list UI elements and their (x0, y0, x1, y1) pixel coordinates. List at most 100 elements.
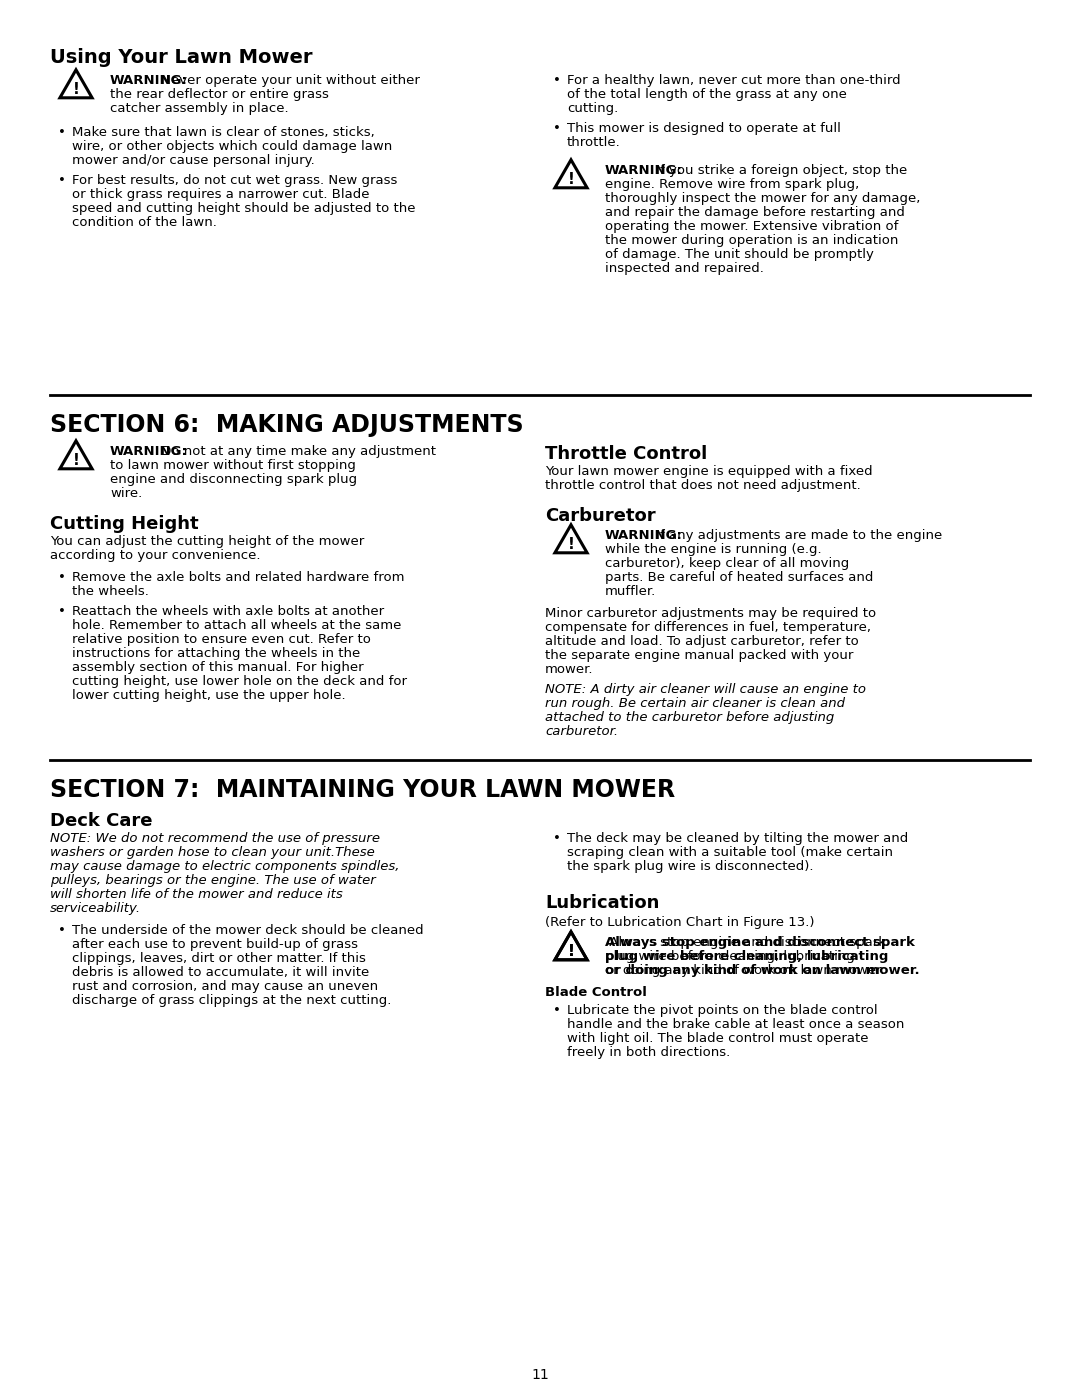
Text: will shorten life of the mower and reduce its: will shorten life of the mower and reduc… (50, 888, 342, 901)
Text: For a healthy lawn, never cut more than one-third: For a healthy lawn, never cut more than … (567, 74, 901, 87)
Text: discharge of grass clippings at the next cutting.: discharge of grass clippings at the next… (72, 995, 391, 1007)
Text: cutting.: cutting. (567, 102, 618, 115)
Text: wire.: wire. (110, 488, 143, 500)
Text: thoroughly inspect the mower for any damage,: thoroughly inspect the mower for any dam… (605, 191, 920, 205)
Text: Using Your Lawn Mower: Using Your Lawn Mower (50, 47, 312, 67)
Text: or doing any kind of work on lawn mower.: or doing any kind of work on lawn mower. (605, 964, 920, 977)
Text: debris is allowed to accumulate, it will invite: debris is allowed to accumulate, it will… (72, 965, 369, 979)
Text: the wheels.: the wheels. (72, 585, 149, 598)
Text: For best results, do not cut wet grass. New grass: For best results, do not cut wet grass. … (72, 175, 397, 187)
Text: according to your convenience.: according to your convenience. (50, 549, 260, 562)
Text: •: • (58, 126, 66, 138)
Text: Throttle Control: Throttle Control (545, 446, 707, 462)
Text: !: ! (568, 172, 575, 187)
Text: •: • (58, 605, 66, 617)
Text: •: • (553, 74, 561, 87)
Text: assembly section of this manual. For higher: assembly section of this manual. For hig… (72, 661, 364, 673)
Text: wire, or other objects which could damage lawn: wire, or other objects which could damag… (72, 140, 392, 154)
Text: !: ! (568, 536, 575, 552)
Text: scraping clean with a suitable tool (make certain: scraping clean with a suitable tool (mak… (567, 847, 893, 859)
Text: Lubrication: Lubrication (545, 894, 660, 912)
Text: WARNING:: WARNING: (110, 74, 188, 87)
Text: or doing any kind of work on lawn mower.: or doing any kind of work on lawn mower. (605, 964, 885, 977)
Text: after each use to prevent build-up of grass: after each use to prevent build-up of gr… (72, 937, 357, 951)
Text: !: ! (72, 82, 80, 96)
Text: throttle control that does not need adjustment.: throttle control that does not need adju… (545, 479, 861, 492)
Text: of the total length of the grass at any one: of the total length of the grass at any … (567, 88, 847, 101)
Text: Deck Care: Deck Care (50, 812, 152, 830)
Text: •: • (58, 571, 66, 584)
Text: The deck may be cleaned by tilting the mower and: The deck may be cleaned by tilting the m… (567, 833, 908, 845)
Text: WARNING:: WARNING: (605, 163, 683, 177)
Text: of damage. The unit should be promptly: of damage. The unit should be promptly (605, 249, 874, 261)
Text: SECTION 6:  MAKING ADJUSTMENTS: SECTION 6: MAKING ADJUSTMENTS (50, 414, 524, 437)
Text: Always stop engine and disconnect spark: Always stop engine and disconnect spark (605, 936, 886, 949)
Text: !: ! (568, 944, 575, 958)
Text: WARNING:: WARNING: (605, 529, 683, 542)
Text: or thick grass requires a narrower cut. Blade: or thick grass requires a narrower cut. … (72, 189, 369, 201)
Text: engine and disconnecting spark plug: engine and disconnecting spark plug (110, 474, 357, 486)
Text: !: ! (568, 944, 575, 958)
Text: freely in both directions.: freely in both directions. (567, 1046, 730, 1059)
Text: •: • (58, 923, 66, 937)
Text: Never operate your unit without either: Never operate your unit without either (157, 74, 420, 87)
Text: carburetor), keep clear of all moving: carburetor), keep clear of all moving (605, 557, 849, 570)
Text: WARNING:: WARNING: (110, 446, 188, 458)
Text: compensate for differences in fuel, temperature,: compensate for differences in fuel, temp… (545, 622, 870, 634)
Text: Carburetor: Carburetor (545, 507, 656, 525)
Text: run rough. Be certain air cleaner is clean and: run rough. Be certain air cleaner is cle… (545, 697, 845, 710)
Text: Reattach the wheels with axle bolts at another: Reattach the wheels with axle bolts at a… (72, 605, 384, 617)
Text: If any adjustments are made to the engine: If any adjustments are made to the engin… (652, 529, 943, 542)
Text: Minor carburetor adjustments may be required to: Minor carburetor adjustments may be requ… (545, 608, 876, 620)
Text: altitude and load. To adjust carburetor, refer to: altitude and load. To adjust carburetor,… (545, 636, 859, 648)
Text: and repair the damage before restarting and: and repair the damage before restarting … (605, 205, 905, 219)
Text: condition of the lawn.: condition of the lawn. (72, 217, 217, 229)
Text: with light oil. The blade control must operate: with light oil. The blade control must o… (567, 1032, 868, 1045)
Text: may cause damage to electric components spindles,: may cause damage to electric components … (50, 861, 400, 873)
Text: Your lawn mower engine is equipped with a fixed: Your lawn mower engine is equipped with … (545, 465, 873, 478)
Text: washers or garden hose to clean your unit.These: washers or garden hose to clean your uni… (50, 847, 375, 859)
Text: the mower during operation is an indication: the mower during operation is an indicat… (605, 235, 899, 247)
Text: !: ! (72, 453, 80, 468)
Text: Remove the axle bolts and related hardware from: Remove the axle bolts and related hardwa… (72, 571, 405, 584)
Text: Always stop engine and disconnect spark: Always stop engine and disconnect spark (605, 936, 915, 949)
Text: mower.: mower. (545, 664, 594, 676)
Text: Make sure that lawn is clear of stones, sticks,: Make sure that lawn is clear of stones, … (72, 126, 375, 138)
Text: •: • (553, 122, 561, 136)
Text: cutting height, use lower hole on the deck and for: cutting height, use lower hole on the de… (72, 675, 407, 687)
Text: 11: 11 (531, 1368, 549, 1382)
Text: attached to the carburetor before adjusting: attached to the carburetor before adjust… (545, 711, 834, 724)
Text: handle and the brake cable at least once a season: handle and the brake cable at least once… (567, 1018, 904, 1031)
Text: operating the mower. Extensive vibration of: operating the mower. Extensive vibration… (605, 219, 899, 233)
Text: mower and/or cause personal injury.: mower and/or cause personal injury. (72, 154, 314, 168)
Text: hole. Remember to attach all wheels at the same: hole. Remember to attach all wheels at t… (72, 619, 402, 631)
Text: You can adjust the cutting height of the mower: You can adjust the cutting height of the… (50, 535, 364, 548)
Text: Lubricate the pivot points on the blade control: Lubricate the pivot points on the blade … (567, 1004, 878, 1017)
Text: clippings, leaves, dirt or other matter. If this: clippings, leaves, dirt or other matter.… (72, 951, 366, 965)
Text: the rear deflector or entire grass: the rear deflector or entire grass (110, 88, 329, 101)
Text: Do not at any time make any adjustment: Do not at any time make any adjustment (157, 446, 436, 458)
Text: parts. Be careful of heated surfaces and: parts. Be careful of heated surfaces and (605, 571, 874, 584)
Text: inspected and repaired.: inspected and repaired. (605, 263, 764, 275)
Text: plug wire before cleaning, lubricating: plug wire before cleaning, lubricating (605, 950, 889, 963)
Text: instructions for attaching the wheels in the: instructions for attaching the wheels in… (72, 647, 361, 659)
Text: NOTE: A dirty air cleaner will cause an engine to: NOTE: A dirty air cleaner will cause an … (545, 683, 866, 696)
Text: speed and cutting height should be adjusted to the: speed and cutting height should be adjus… (72, 203, 416, 215)
Text: (Refer to Lubrication Chart in Figure 13.): (Refer to Lubrication Chart in Figure 13… (545, 916, 814, 929)
Text: relative position to ensure even cut. Refer to: relative position to ensure even cut. Re… (72, 633, 370, 645)
Text: NOTE: We do not recommend the use of pressure: NOTE: We do not recommend the use of pre… (50, 833, 380, 845)
Text: while the engine is running (e.g.: while the engine is running (e.g. (605, 543, 822, 556)
Text: engine. Remove wire from spark plug,: engine. Remove wire from spark plug, (605, 177, 860, 191)
Text: pulleys, bearings or the engine. The use of water: pulleys, bearings or the engine. The use… (50, 875, 376, 887)
Text: Cutting Height: Cutting Height (50, 515, 199, 534)
Text: •: • (553, 1004, 561, 1017)
Text: lower cutting height, use the upper hole.: lower cutting height, use the upper hole… (72, 689, 346, 703)
Text: The underside of the mower deck should be cleaned: The underside of the mower deck should b… (72, 923, 423, 937)
Text: to lawn mower without first stopping: to lawn mower without first stopping (110, 460, 356, 472)
Text: the spark plug wire is disconnected).: the spark plug wire is disconnected). (567, 861, 813, 873)
Text: catcher assembly in place.: catcher assembly in place. (110, 102, 288, 115)
Text: plug wire before cleaning, lubricating: plug wire before cleaning, lubricating (605, 950, 855, 963)
Text: This mower is designed to operate at full: This mower is designed to operate at ful… (567, 122, 841, 136)
Text: muffler.: muffler. (605, 585, 657, 598)
Text: rust and corrosion, and may cause an uneven: rust and corrosion, and may cause an une… (72, 981, 378, 993)
